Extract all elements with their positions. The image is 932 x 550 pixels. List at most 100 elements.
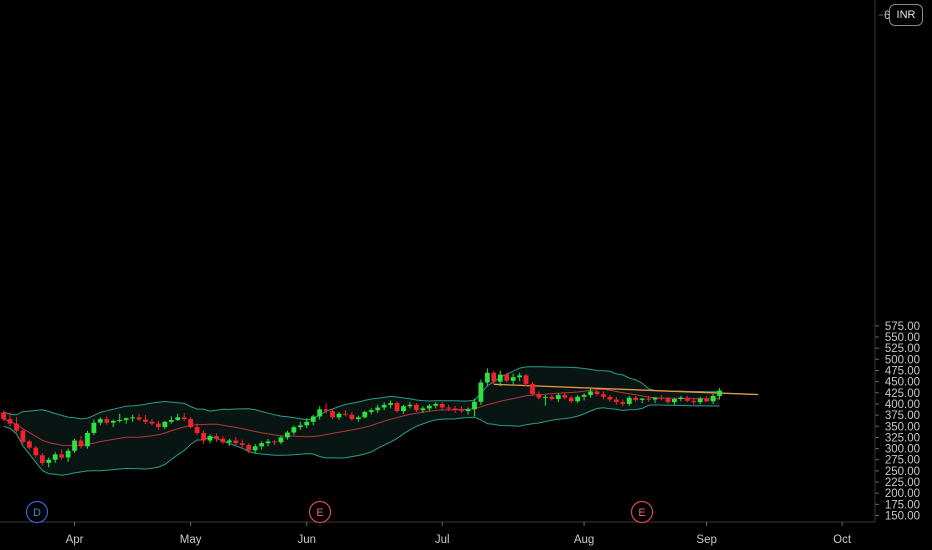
candle (426, 403, 432, 412)
candle (123, 417, 129, 424)
candle-body (517, 375, 522, 378)
earnings-marker-circle (630, 500, 654, 524)
candle-body (220, 438, 226, 443)
candle-body (491, 372, 497, 382)
candle-body (504, 374, 510, 381)
candle-body (446, 407, 452, 409)
candle (110, 419, 116, 428)
candle (175, 413, 181, 421)
candle (65, 448, 71, 462)
candle (452, 405, 458, 413)
candle-body (465, 409, 471, 412)
candle-body (336, 413, 342, 418)
candle (491, 370, 497, 384)
candle (304, 418, 310, 429)
earnings-marker-label: E (316, 507, 323, 519)
candle-body (697, 398, 703, 403)
candle (97, 417, 103, 426)
candle-body (568, 397, 574, 402)
candle-body (478, 382, 484, 402)
candle (613, 396, 619, 405)
candle (433, 402, 439, 409)
candle-body (388, 403, 393, 405)
candle-body (672, 399, 677, 403)
candle (536, 391, 542, 400)
x-tick-label: Jun (297, 534, 316, 546)
candle (278, 436, 284, 445)
candle (291, 425, 297, 436)
candle (704, 395, 710, 403)
candle (717, 387, 722, 400)
band-fill (3, 366, 720, 476)
candle (201, 430, 206, 445)
x-tick-label: Apr (66, 534, 84, 546)
lower-band-line (3, 404, 720, 476)
y-tick-label: 300.00 (885, 444, 920, 456)
candle-body (536, 394, 542, 398)
candle (317, 406, 323, 420)
candle-body (59, 454, 65, 458)
trendline-segment[interactable] (493, 383, 759, 396)
candle (401, 404, 406, 414)
candle-body (323, 409, 329, 412)
candle-body (691, 400, 697, 403)
candle (710, 394, 716, 404)
candle-body (555, 395, 561, 400)
candle (323, 403, 329, 414)
candle-body (130, 417, 135, 419)
candle-body (343, 413, 348, 415)
candle (459, 406, 464, 413)
candle-body (175, 417, 181, 421)
candle-body (194, 427, 200, 433)
interval-marker[interactable]: D (25, 500, 49, 524)
candle (575, 395, 581, 404)
candle-body (607, 396, 613, 400)
y-tick-label: 525.00 (885, 343, 920, 355)
candle (246, 443, 252, 454)
candle (414, 403, 419, 412)
candle-body (575, 396, 581, 402)
candle (349, 411, 355, 421)
candle-body (310, 416, 316, 422)
candle-body (317, 409, 323, 417)
candle (72, 438, 77, 454)
candle (362, 410, 368, 419)
trendline[interactable] (493, 383, 759, 396)
candle-body (272, 441, 277, 443)
candle-body (1, 412, 7, 420)
candle (510, 373, 516, 385)
candle-body (639, 398, 645, 400)
candle (14, 417, 19, 433)
candle-body (381, 404, 387, 408)
y-tick-label: 550.00 (885, 332, 920, 344)
candle (355, 415, 361, 422)
candle (220, 436, 226, 445)
candle-body (201, 432, 206, 441)
candle (665, 396, 671, 404)
currency-button[interactable]: INR (889, 4, 923, 26)
candle (555, 393, 561, 403)
candle-body (426, 405, 432, 409)
candle (265, 438, 271, 447)
earnings-marker[interactable]: E (308, 500, 332, 524)
candle (375, 404, 381, 413)
candlestick-series (1, 368, 722, 468)
earnings-marker-label: E (638, 507, 645, 519)
candle (207, 434, 213, 444)
candle-body (168, 420, 174, 422)
candle-body (78, 440, 84, 447)
candle (607, 395, 613, 402)
y-tick-label: 275.00 (885, 455, 920, 467)
candle-body (259, 443, 264, 447)
candle-body (510, 377, 516, 381)
candle-body (549, 396, 555, 400)
candle (478, 379, 484, 405)
basis-line (3, 388, 720, 447)
candle-body (620, 402, 626, 404)
bollinger-bands (3, 366, 720, 476)
candle-body (39, 455, 45, 463)
earnings-marker[interactable]: E (630, 500, 654, 524)
candle (285, 430, 290, 440)
